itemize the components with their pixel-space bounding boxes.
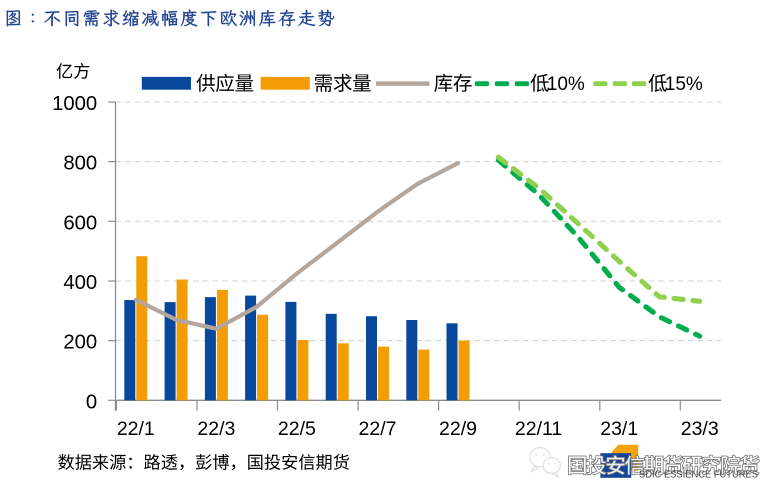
svg-text:23/3: 23/3: [681, 418, 719, 440]
svg-text:22/1: 22/1: [117, 418, 155, 440]
svg-text:23/1: 23/1: [600, 418, 638, 440]
svg-text:200: 200: [63, 332, 97, 354]
svg-text:15%: 15%: [665, 74, 703, 95]
svg-text:800: 800: [63, 153, 97, 175]
svg-text:0: 0: [86, 391, 97, 413]
svg-text:1000: 1000: [52, 93, 97, 115]
svg-text:22/11: 22/11: [515, 418, 562, 440]
svg-text:22/5: 22/5: [278, 418, 316, 440]
svg-text:400: 400: [63, 272, 97, 294]
svg-text:22/3: 22/3: [197, 418, 235, 440]
svg-text:600: 600: [63, 212, 97, 234]
svg-text:22/9: 22/9: [439, 418, 477, 440]
svg-text:10%: 10%: [547, 74, 585, 95]
svg-text:22/7: 22/7: [359, 418, 397, 440]
svg-text:SDIC ESSIENCE FUTURES: SDIC ESSIENCE FUTURES: [639, 470, 758, 481]
